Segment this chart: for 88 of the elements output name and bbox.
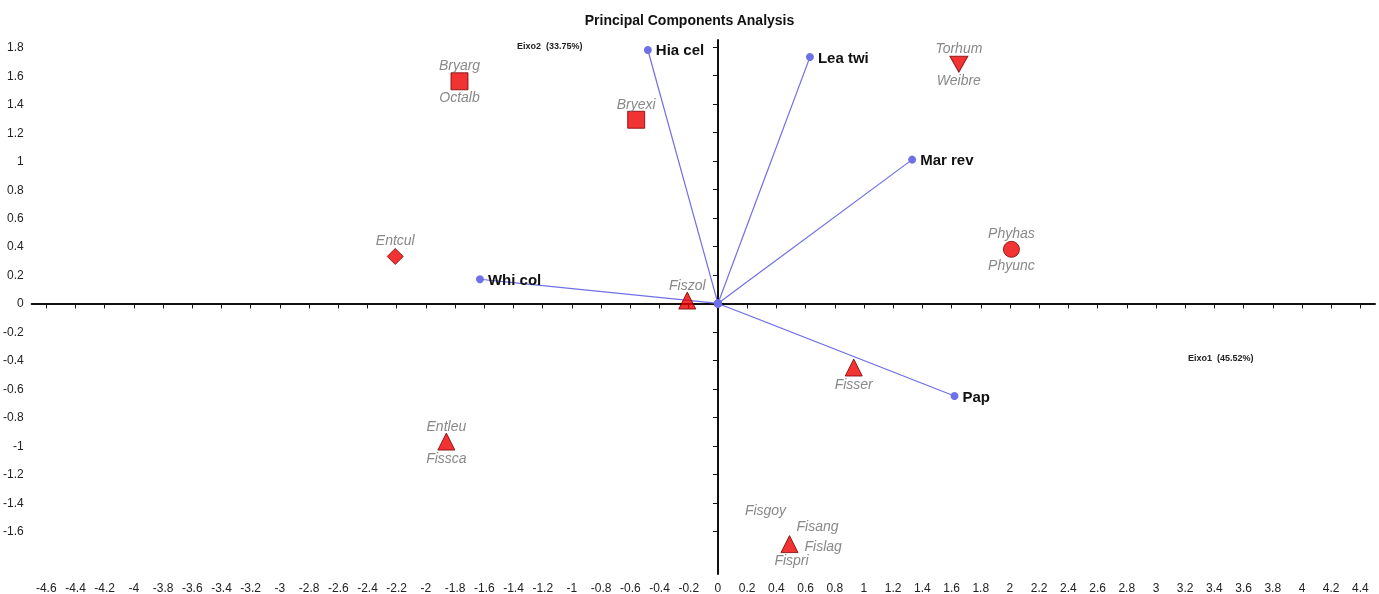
x-tick-label: -1.8: [444, 581, 466, 594]
y-tick-label: 1.4: [6, 97, 24, 112]
x-tick-label: 0.2: [738, 581, 756, 594]
x-tick-label: -2: [420, 581, 432, 594]
x-tick-label: 1.4: [914, 581, 932, 594]
y-tick-label: 0.2: [6, 267, 24, 282]
series-label: Whi col: [487, 270, 542, 288]
annotation: Octalb: [439, 89, 480, 106]
x-tick-label: 3: [1152, 581, 1160, 594]
x-tick-label: -2.2: [386, 581, 408, 594]
x-tick-label: -1.4: [503, 581, 525, 594]
y-tick-label: 1.6: [6, 68, 24, 83]
annotation: Phyunc: [988, 257, 1035, 274]
x-tick-label: -3.2: [240, 581, 262, 594]
y-axis-title: Eixo2 (33.75%): [517, 40, 583, 51]
x-tick-label: 4: [1298, 581, 1306, 594]
x-tick-label: -3.6: [181, 581, 203, 594]
x-tick-label: 3.4: [1206, 581, 1224, 594]
x-tick-label: -0.2: [678, 581, 700, 594]
annotation: Fisser: [834, 375, 875, 392]
x-tick-label: 3.2: [1176, 581, 1194, 594]
x-tick-label: -2.8: [298, 581, 320, 594]
x-tick-label: 1.8: [972, 581, 990, 594]
x-tick-label: 1: [860, 581, 868, 594]
x-tick-label: 1.6: [943, 581, 961, 594]
y-tick-label: -1.4: [2, 495, 24, 510]
annotation: Torhum: [935, 40, 983, 57]
series-label: Mar rev: [920, 151, 975, 169]
x-tick-label: -2.6: [327, 581, 349, 594]
y-tick-label: 0.8: [6, 182, 24, 197]
x-tick-label: -4: [128, 581, 140, 594]
x-tick-label: 3.6: [1235, 581, 1253, 594]
annotation: Weibre: [936, 72, 982, 89]
y-tick-label: -1.6: [2, 524, 24, 539]
y-tick-label: 0: [16, 296, 24, 311]
x-tick-label: -0.8: [590, 581, 612, 594]
y-tick-label: -0.8: [2, 410, 24, 425]
x-tick-label: -3.4: [211, 581, 233, 594]
x-tick-label: 2.2: [1030, 581, 1048, 594]
x-tick-label: 1.2: [884, 581, 902, 594]
y-tick-label: -0.2: [2, 324, 24, 339]
series-label: Lea twi: [817, 48, 869, 66]
annotation: Fislag: [804, 538, 843, 555]
annotation: Fiszol: [669, 276, 707, 293]
x-tick-label: -4.2: [94, 581, 116, 594]
x-tick-label: -4.4: [65, 581, 87, 594]
x-tick-label: -2.4: [357, 581, 379, 594]
annotation: Bryarg: [438, 57, 481, 74]
x-tick-label: 4.2: [1322, 581, 1340, 594]
x-axis-title: Eixo1 (45.52%): [1188, 352, 1254, 363]
x-tick-label: -4.6: [35, 581, 57, 594]
chart-title: Principal Components Analysis: [584, 12, 795, 28]
x-tick-label: -3.8: [152, 581, 174, 594]
y-tick-label: 1.8: [6, 40, 24, 55]
annotation: Fisgoy: [744, 502, 788, 519]
x-tick-label: 2.4: [1060, 581, 1078, 594]
annotation: Fisang: [796, 518, 839, 535]
y-tick-label: 1.2: [6, 125, 24, 140]
annotation: Phyhas: [988, 225, 1035, 242]
annotation: Entleu: [426, 417, 467, 434]
annotation: Fissca: [426, 449, 467, 466]
x-tick-label: 0.6: [797, 581, 815, 594]
annotation: Entcul: [375, 232, 416, 249]
y-tick-label: -0.4: [2, 353, 24, 368]
y-tick-label: 0.4: [6, 239, 24, 254]
x-tick-label: 0.4: [768, 581, 786, 594]
x-tick-label: -1: [566, 581, 578, 594]
series-label: Hia cel: [655, 41, 705, 59]
x-tick-label: 4.4: [1352, 581, 1370, 594]
y-tick-label: 0.6: [6, 211, 24, 225]
x-tick-label: -1.6: [473, 581, 495, 594]
y-tick-label: 1: [16, 154, 24, 169]
x-tick-label: 2: [1006, 581, 1014, 594]
annotation: Bryexi: [616, 95, 657, 112]
series-label: Pap: [962, 387, 990, 405]
y-tick-label: -0.6: [2, 381, 24, 396]
annotation: Fispri: [774, 552, 810, 569]
x-tick-label: -0.6: [619, 581, 641, 594]
x-tick-label: -1.2: [532, 581, 554, 594]
x-tick-label: -3: [274, 581, 286, 594]
x-tick-label: 3.8: [1264, 581, 1282, 594]
x-tick-label: 0: [714, 581, 722, 594]
x-tick-label: 2.6: [1089, 581, 1107, 594]
x-tick-label: -0.4: [649, 581, 671, 594]
x-tick-label: 2.8: [1118, 581, 1136, 594]
x-tick-label: 0.8: [826, 581, 844, 594]
y-tick-label: -1.2: [2, 467, 24, 482]
y-tick-label: -1: [13, 438, 24, 453]
